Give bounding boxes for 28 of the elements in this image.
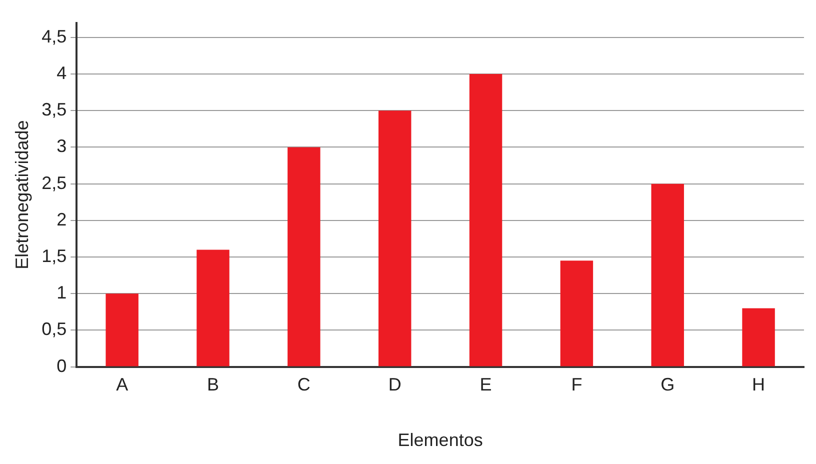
x-axis-title: Elementos [398, 430, 483, 450]
y-tick-label: 3,5 [42, 100, 67, 120]
y-tick-label: 1 [56, 282, 67, 303]
x-tick-label: E [480, 374, 492, 395]
y-tick-label: 0 [56, 356, 67, 376]
y-tick-label: 1,5 [42, 246, 67, 266]
bar [378, 110, 412, 366]
bar [651, 184, 684, 366]
y-tick-label: 2,5 [42, 172, 67, 193]
y-tick-label: 0,5 [42, 319, 67, 340]
x-tick-label: G [660, 374, 675, 395]
bar [560, 260, 594, 366]
y-tick-label: 4 [56, 63, 67, 84]
x-tick-label: H [752, 374, 766, 395]
x-tick-label: F [571, 374, 582, 395]
y-tick-label: 3 [56, 136, 67, 156]
x-tick-label: D [388, 374, 402, 395]
bar [742, 308, 775, 366]
bar [288, 147, 320, 366]
bar [196, 250, 230, 366]
bar [106, 294, 138, 366]
y-tick-label: 2 [56, 209, 67, 230]
y-axis-title: Eletronegatividade [12, 120, 32, 270]
x-tick-label: B [207, 374, 220, 395]
x-tick-label: A [116, 374, 128, 395]
bar [469, 74, 502, 366]
x-tick-label: C [297, 374, 310, 395]
y-tick-label: 4,5 [42, 26, 67, 46]
